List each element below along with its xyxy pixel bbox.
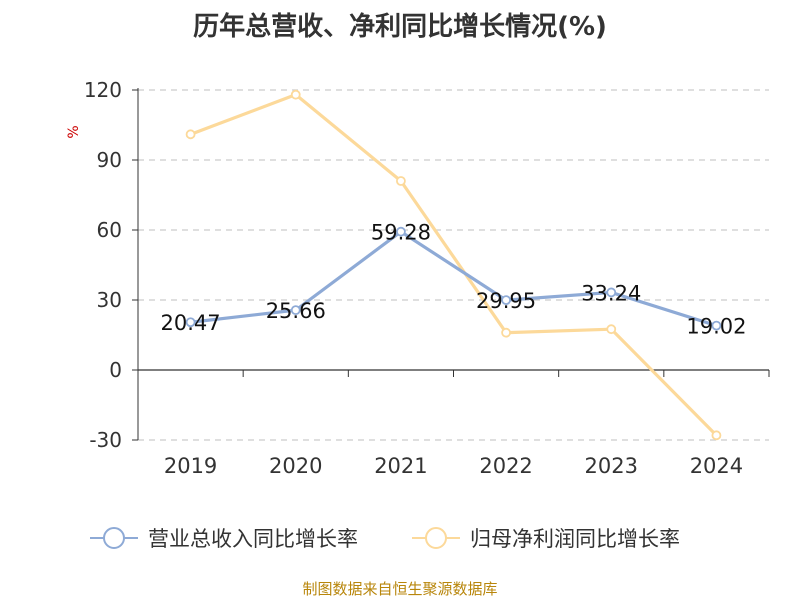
data-labels: 20.47 25.66 59.28 29.95 33.24 19.02 xyxy=(161,221,747,339)
data-label: 59.28 xyxy=(371,221,431,245)
data-point xyxy=(711,320,722,331)
y-tick-label: 0 xyxy=(109,358,122,382)
data-label: 20.47 xyxy=(161,311,221,335)
y-tick-label: 90 xyxy=(97,148,122,172)
data-label: 29.95 xyxy=(476,289,536,313)
data-point xyxy=(290,305,301,316)
data-point xyxy=(501,327,511,338)
data-point xyxy=(711,430,722,441)
chart-title: 历年总营收、净利同比增长情况(%) xyxy=(193,12,607,42)
data-point xyxy=(290,89,301,100)
data-point xyxy=(396,226,406,237)
x-tick-label: 2020 xyxy=(269,454,322,478)
axes: -30 0 30 60 90 120 2019 2020 2021 2022 2023 2024 xyxy=(84,78,770,478)
x-tick-label: 2022 xyxy=(479,454,532,478)
x-tick-label: 2024 xyxy=(690,454,743,478)
series-line-1 xyxy=(190,93,718,437)
legend-label-profit: 归母净利润同比增长率 xyxy=(470,527,680,551)
legend-label-revenue: 营业总收入同比增长率 xyxy=(148,527,358,551)
y-tick-label: -30 xyxy=(89,428,122,452)
legend-marker-revenue xyxy=(90,527,138,549)
data-label: 25.66 xyxy=(266,299,326,323)
y-axis-label: % xyxy=(66,125,82,138)
data-point xyxy=(606,324,617,335)
series-line-0 xyxy=(190,230,717,328)
y-tick-label: 120 xyxy=(84,78,122,102)
data-point xyxy=(501,295,511,306)
source-note: 制图数据来自恒生聚源数据库 xyxy=(302,580,498,598)
y-tick-label: 60 xyxy=(97,218,122,242)
data-point xyxy=(606,287,617,298)
data-point xyxy=(185,129,196,140)
data-point xyxy=(396,176,406,186)
data-point xyxy=(185,317,196,328)
legend-item-profit[interactable]: 归母净利润同比增长率 xyxy=(412,520,680,556)
y-tick-label: 30 xyxy=(97,288,122,312)
legend-marker-profit xyxy=(412,527,460,549)
x-tick-label: 2021 xyxy=(374,454,427,478)
data-label: 19.02 xyxy=(686,315,746,339)
series xyxy=(185,89,722,441)
x-tick-label: 2023 xyxy=(585,454,638,478)
data-label: 33.24 xyxy=(581,281,641,305)
x-tick-label: 2019 xyxy=(164,454,217,478)
legend: 营业总收入同比增长率 归母净利润同比增长率 xyxy=(0,520,800,556)
legend-item-revenue[interactable]: 营业总收入同比增长率 xyxy=(90,520,358,556)
